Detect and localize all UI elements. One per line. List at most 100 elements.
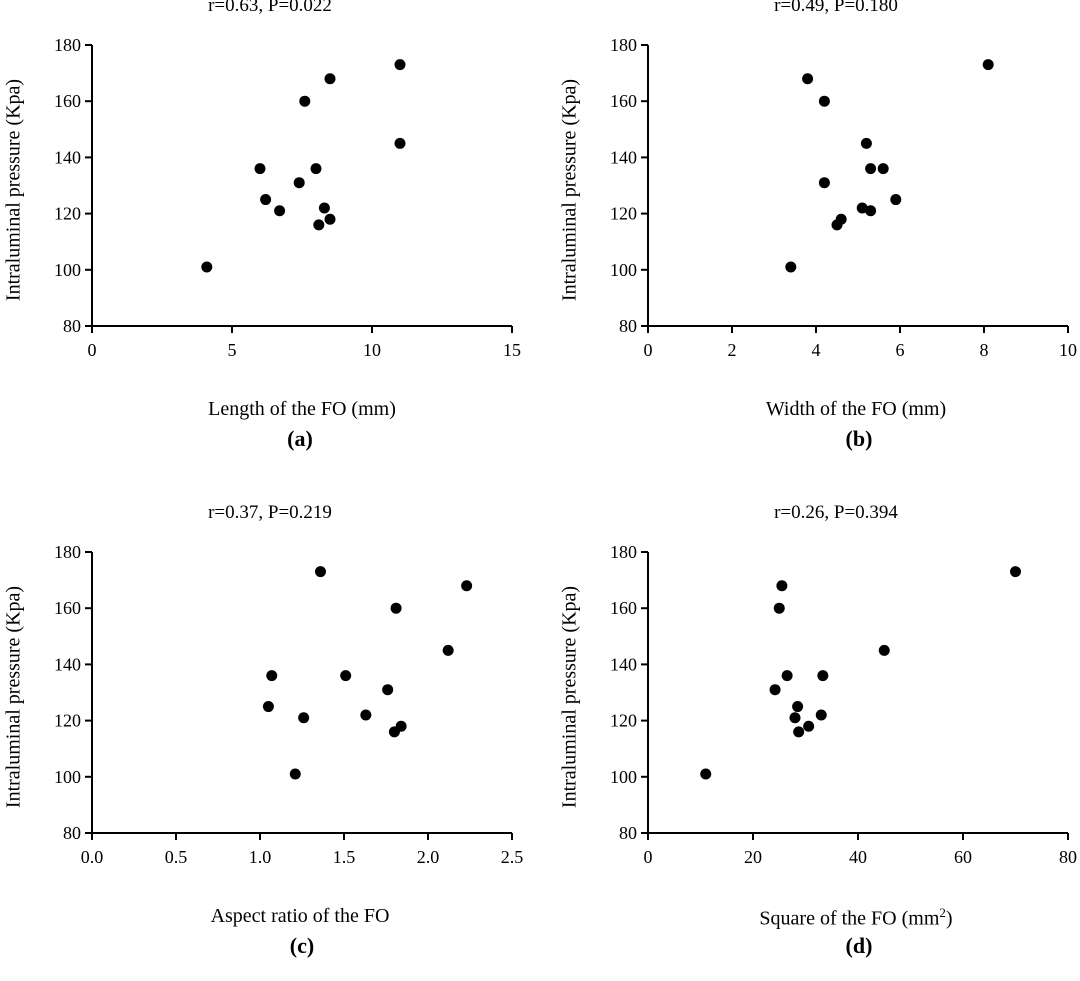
panel-label: (b) xyxy=(845,426,873,451)
y-tick-label: 100 xyxy=(54,260,81,280)
y-tick-label: 180 xyxy=(610,542,637,562)
y-tick-label: 120 xyxy=(610,711,637,731)
data-point xyxy=(776,580,788,592)
panel-b: r=0.49, P=0.180 Intraluminal pressure (K… xyxy=(556,0,1080,474)
data-point xyxy=(442,644,454,656)
panel-label: (c) xyxy=(289,933,315,958)
data-point xyxy=(793,726,805,738)
data-point xyxy=(802,73,814,85)
data-point xyxy=(266,670,278,682)
x-tick-label: 10 xyxy=(363,340,381,360)
data-point xyxy=(360,709,372,721)
data-point xyxy=(260,194,272,206)
correlation-stat: r=0.37, P=0.219 xyxy=(208,502,332,523)
data-point xyxy=(982,59,994,71)
data-point xyxy=(803,720,815,732)
data-point xyxy=(817,670,829,682)
data-point xyxy=(298,712,310,724)
data-point xyxy=(394,59,406,71)
x-axis-label: Aspect ratio of the FO xyxy=(210,905,390,927)
panel-label: (d) xyxy=(845,933,873,958)
x-axis-label: Square of the FO (mm2) xyxy=(759,905,953,930)
data-point xyxy=(324,213,336,225)
y-tick-label: 140 xyxy=(54,654,81,674)
data-point xyxy=(310,163,322,175)
data-point xyxy=(773,602,785,614)
data-point xyxy=(781,670,793,682)
data-point xyxy=(789,712,801,724)
x-tick-label: 4 xyxy=(812,340,821,360)
x-tick-label: 1.0 xyxy=(249,847,272,867)
x-tick-label: 0 xyxy=(644,340,653,360)
data-point xyxy=(324,73,336,85)
y-tick-label: 140 xyxy=(610,147,637,167)
x-tick-label: 2.5 xyxy=(501,847,524,867)
x-axis-label: Length of the FO (mm) xyxy=(208,398,396,420)
data-point xyxy=(461,580,473,592)
data-point xyxy=(390,602,402,614)
data-point xyxy=(792,701,804,713)
x-tick-label: 6 xyxy=(896,340,905,360)
scatter-plot: 80 100 120 140 160 180 0 2 4 6 8 10 xyxy=(610,35,1077,360)
correlation-stat: r=0.26, P=0.394 xyxy=(774,502,898,523)
panel-label: (a) xyxy=(287,426,313,451)
x-tick-label: 0.5 xyxy=(165,847,188,867)
figure: r=0.63, P=0.022 Intraluminal pressure (K… xyxy=(0,0,1080,958)
x-tick-label: 2 xyxy=(728,340,737,360)
y-tick-label: 120 xyxy=(54,711,81,731)
data-point xyxy=(865,205,877,217)
data-point xyxy=(878,644,890,656)
x-tick-label: 60 xyxy=(954,847,972,867)
scatter-plot: 80 100 120 140 160 180 0.0 0.5 1.0 1.5 2.0 2.5 xyxy=(54,542,524,867)
data-point xyxy=(856,202,868,214)
y-tick-label: 100 xyxy=(610,260,637,280)
data-point xyxy=(785,261,797,273)
data-point xyxy=(262,701,274,713)
data-point xyxy=(254,163,266,175)
y-tick-label: 180 xyxy=(610,35,637,55)
panel-d: r=0.26, P=0.394 Intraluminal pressure (K… xyxy=(556,502,1080,981)
y-tick-label: 80 xyxy=(619,823,637,843)
data-point xyxy=(818,95,830,107)
x-tick-label: 1.5 xyxy=(333,847,356,867)
x-tick-label: 80 xyxy=(1059,847,1077,867)
x-tick-label: 8 xyxy=(980,340,989,360)
data-point xyxy=(201,261,213,273)
data-point xyxy=(877,163,889,175)
data-point xyxy=(382,684,394,696)
data-point xyxy=(395,720,407,732)
y-tick-label: 120 xyxy=(54,204,81,224)
x-tick-label: 15 xyxy=(503,340,521,360)
x-axis-label: Width of the FO (mm) xyxy=(765,398,947,420)
y-tick-label: 160 xyxy=(54,598,81,618)
y-tick-label: 140 xyxy=(610,654,637,674)
data-point xyxy=(293,177,305,189)
panel-c: r=0.37, P=0.219 Intraluminal pressure (K… xyxy=(0,502,540,981)
x-tick-label: 0 xyxy=(88,340,97,360)
scatter-plot: 80 100 120 140 160 180 0 5 10 15 xyxy=(54,35,521,360)
x-tick-label: 40 xyxy=(849,847,867,867)
x-tick-label: 2.0 xyxy=(417,847,440,867)
y-tick-label: 80 xyxy=(63,316,81,336)
data-point xyxy=(289,768,301,780)
data-point xyxy=(835,213,847,225)
x-tick-label: 0 xyxy=(644,847,653,867)
scatter-plot: 80 100 120 140 160 180 0 20 40 60 80 xyxy=(610,542,1077,867)
panel-a: r=0.63, P=0.022 Intraluminal pressure (K… xyxy=(0,0,540,474)
correlation-stat: r=0.49, P=0.180 xyxy=(774,0,898,16)
data-point xyxy=(860,137,872,149)
x-tick-label: 10 xyxy=(1059,340,1077,360)
data-point xyxy=(769,684,781,696)
y-tick-label: 160 xyxy=(610,91,637,111)
y-tick-label: 120 xyxy=(610,204,637,224)
y-tick-label: 80 xyxy=(619,316,637,336)
data-point xyxy=(818,177,830,189)
y-tick-label: 180 xyxy=(54,35,81,55)
data-point xyxy=(815,709,827,721)
data-point xyxy=(340,670,352,682)
data-point xyxy=(865,163,877,175)
y-tick-label: 160 xyxy=(610,598,637,618)
data-point xyxy=(274,205,286,217)
y-tick-label: 160 xyxy=(54,91,81,111)
data-point xyxy=(318,202,330,214)
